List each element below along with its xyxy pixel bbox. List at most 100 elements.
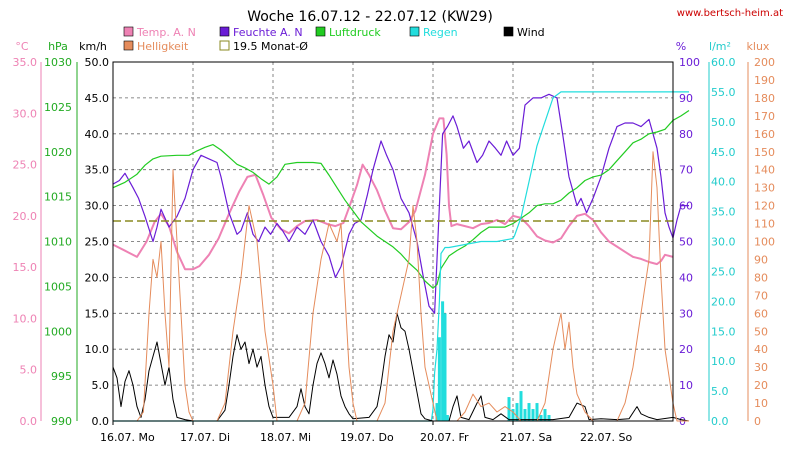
rain-tick-label: 25.0: [711, 265, 736, 278]
x-tick-label: 16.07. Mo: [100, 431, 155, 444]
series-lines: [112, 91, 690, 422]
temp-tick-label: 35.0: [13, 56, 38, 69]
humidity-axis-unit: %: [676, 40, 686, 53]
series-line-helligkeit: [113, 151, 689, 422]
brightness-tick-label: 30: [754, 361, 768, 374]
rain-bar: [523, 409, 527, 421]
x-tick-label: 21.07. Sa: [500, 431, 552, 444]
wind-tick-label: 10.0: [85, 343, 110, 356]
rain-bar: [535, 403, 539, 421]
legend-label-luftdruck: Luftdruck: [329, 26, 381, 39]
x-tick-label: 19.07. Do: [340, 431, 394, 444]
wind-tick-label: 15.0: [85, 307, 110, 320]
legend-swatch-luftdruck: [315, 26, 326, 37]
wind-tick-label: 20.0: [85, 271, 110, 284]
rain-tick-label: 20.0: [711, 295, 736, 308]
humidity-tick-label: 10: [679, 379, 693, 392]
rain-bar: [441, 301, 445, 421]
brightness-tick-label: 50: [754, 325, 768, 338]
pressure-tick-label: 1025: [44, 101, 72, 114]
rain-tick-label: 40.0: [711, 176, 736, 189]
rain-tick-label: 10.0: [711, 355, 736, 368]
rain-bar: [519, 391, 523, 421]
rain-bar: [435, 403, 439, 421]
temp-tick-label: 25.0: [13, 159, 38, 172]
humidity-tick-label: 40: [679, 271, 693, 284]
x-tick-label: 20.07. Fr: [420, 431, 469, 444]
brightness-tick-label: 130: [754, 182, 775, 195]
legend-swatch-regen: [409, 26, 420, 37]
rain-tick-label: 35.0: [711, 206, 736, 219]
legend-label-feuchte-a-n: Feuchte A. N: [233, 26, 303, 39]
pressure-tick-label: 1020: [44, 146, 72, 159]
humidity-tick-label: 50: [679, 236, 693, 249]
pressure-tick-label: 1010: [44, 236, 72, 249]
legend-swatch-19-5-monat: [219, 40, 230, 51]
wind-tick-label: 30.0: [85, 200, 110, 213]
humidity-tick-label: 70: [679, 164, 693, 177]
rain-bar: [527, 403, 531, 421]
legend-swatch-temp-a-n: [123, 26, 134, 37]
humidity-tick-label: 90: [679, 92, 693, 105]
plot-frame: [112, 61, 674, 422]
wind-tick-label: 5.0: [92, 379, 110, 392]
rain-bar: [437, 337, 441, 421]
temp-tick-label: 5.0: [20, 364, 38, 377]
legend-label-helligkeit: Helligkeit: [137, 40, 189, 53]
series-line-wind: [112, 312, 690, 422]
x-tick-label: 22.07. So: [580, 431, 632, 444]
brightness-tick-label: 200: [754, 56, 775, 69]
brightness-axis-unit: klux: [747, 40, 770, 53]
wind-tick-label: 50.0: [85, 56, 110, 69]
series-line-regen: [113, 91, 689, 422]
humidity-tick-label: 20: [679, 343, 693, 356]
humidity-tick-label: 30: [679, 307, 693, 320]
temp-axis-unit: °C: [15, 40, 29, 53]
temp-tick-label: 30.0: [13, 107, 38, 120]
pressure-axis-unit: hPa: [48, 40, 68, 53]
brightness-tick-label: 90: [754, 253, 768, 266]
series-line-temp-a-n: [112, 117, 674, 271]
rain-bar: [511, 409, 515, 421]
legend-swatch-wind: [503, 26, 514, 37]
humidity-tick-label: 100: [679, 56, 700, 69]
brightness-tick-label: 150: [754, 146, 775, 159]
x-tick-label: 18.07. Mi: [260, 431, 311, 444]
brightness-tick-label: 70: [754, 289, 768, 302]
wind-axis-unit: km/h: [79, 40, 107, 53]
temp-tick-label: 15.0: [13, 261, 38, 274]
wind-tick-label: 35.0: [85, 164, 110, 177]
rain-tick-label: 55.0: [711, 86, 736, 99]
rain-tick-label: 5.0: [711, 385, 729, 398]
legend-label-19-5-monat: 19.5 Monat-Ø: [233, 40, 308, 53]
rain-tick-label: 45.0: [711, 146, 736, 159]
chart-title: Woche 16.07.12 - 22.07.12 (KW29): [247, 9, 493, 25]
x-axis-labels: 16.07. Mo 17.07. Di 18.07. Mi 19.07. Do 20.0…: [100, 421, 632, 444]
brightness-tick-label: 190: [754, 74, 775, 87]
brightness-tick-label: 80: [754, 271, 768, 284]
wind-tick-label: 45.0: [85, 92, 110, 105]
website-label: www.bertsch-heim.at: [677, 8, 783, 19]
brightness-tick-label: 20: [754, 379, 768, 392]
wind-tick-label: 40.0: [85, 128, 110, 141]
series-line-luftdruck: [112, 110, 690, 289]
rain-bar: [547, 415, 551, 421]
brightness-tick-label: 60: [754, 307, 768, 320]
rain-bar: [539, 415, 543, 421]
brightness-tick-label: 140: [754, 164, 775, 177]
legend-swatch-feuchte-a-n: [219, 26, 230, 37]
wind-tick-label: 0.0: [92, 415, 110, 428]
rain-bar: [515, 403, 519, 421]
brightness-tick-label: 160: [754, 128, 775, 141]
pressure-tick-label: 1000: [44, 325, 72, 338]
pressure-tick-label: 1030: [44, 56, 72, 69]
rain-tick-label: 50.0: [711, 116, 736, 129]
pressure-tick-label: 995: [51, 370, 72, 383]
legend-label-temp-a-n: Temp. A. N: [136, 26, 196, 39]
rain-tick-label: 0.0: [711, 415, 729, 428]
pressure-tick-label: 990: [51, 415, 72, 428]
axis-titles: °C hPa km/h % l/m² klux: [15, 40, 770, 53]
brightness-tick-label: 110: [754, 218, 775, 231]
brightness-tick-label: 100: [754, 236, 775, 249]
